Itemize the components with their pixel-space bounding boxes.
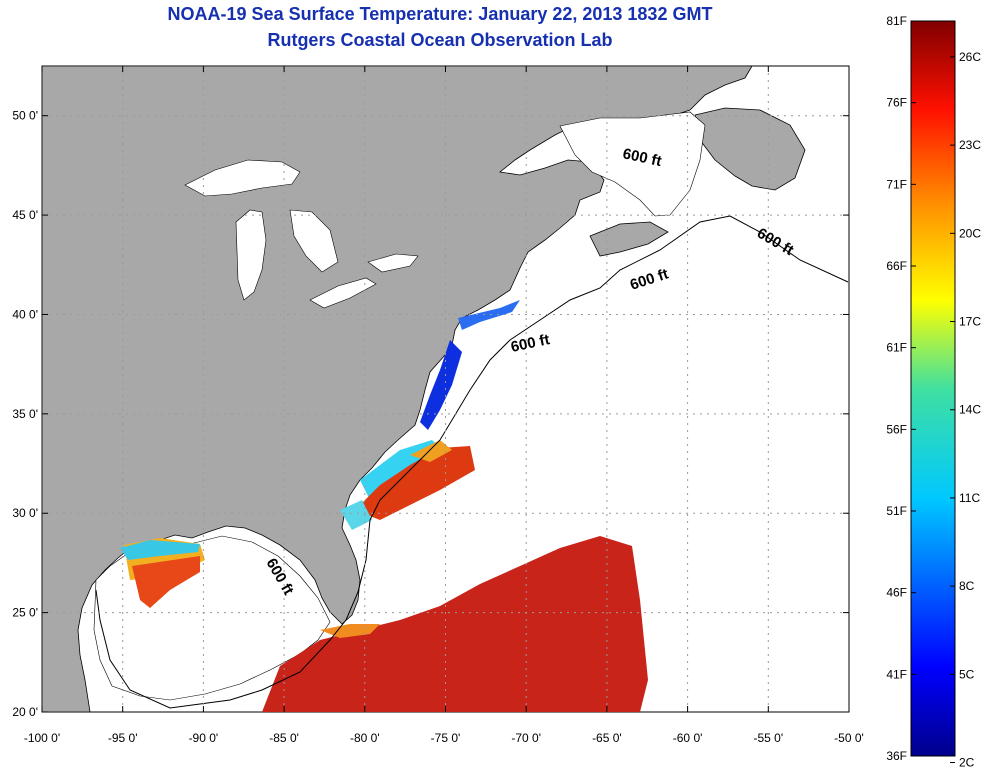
colorbar-c-label: 17C bbox=[959, 315, 981, 329]
lake-superior bbox=[184, 159, 301, 197]
x-tick-label: -65 0' bbox=[592, 731, 622, 745]
colorbar-c-label: 2C bbox=[959, 756, 975, 770]
colorbar-fahrenheit-labels: 81F 76F 71F 66F 61F 56F 51F 46F 41F 36F bbox=[886, 14, 916, 763]
y-tick-label: 40 0' bbox=[12, 307, 38, 321]
sst-caribbean bbox=[262, 536, 648, 712]
y-tick-label: 25 0' bbox=[12, 606, 38, 620]
colorbar-f-label: 46F bbox=[886, 586, 907, 600]
colorbar-c-label: 11C bbox=[959, 491, 980, 505]
x-tick-label: -80 0' bbox=[350, 731, 380, 745]
colorbar-f-label: 66F bbox=[886, 259, 907, 273]
y-tick-label: 35 0' bbox=[12, 407, 38, 421]
sst-data bbox=[120, 300, 648, 712]
isobath-600ft-line bbox=[95, 215, 849, 709]
map-grid bbox=[42, 66, 849, 712]
colorbar-f-label: 81F bbox=[886, 14, 907, 28]
x-tick-label: -90 0' bbox=[189, 731, 219, 745]
lake-ontario bbox=[367, 253, 419, 273]
colorbar-f-label: 41F bbox=[886, 667, 907, 681]
x-tick-label: -55 0' bbox=[753, 731, 783, 745]
colorbar-c-label: 5C bbox=[959, 667, 975, 681]
sst-gulf-south bbox=[132, 556, 200, 608]
colorbar-f-label: 71F bbox=[886, 177, 907, 191]
colorbar-c-label: 23C bbox=[959, 138, 981, 152]
sst-gulfstream-north bbox=[410, 440, 452, 462]
colorbar-celsius-labels: 26C 23C 20C 17C 14C 11C 8C 5C 2C bbox=[950, 50, 981, 770]
colorbar-c-label: 20C bbox=[959, 226, 981, 240]
y-tick-label: 30 0' bbox=[12, 506, 38, 520]
colorbar-c-label: 26C bbox=[959, 50, 981, 64]
y-tick-label: 20 0' bbox=[12, 705, 38, 719]
sst-gulf-coast-cool bbox=[120, 540, 200, 560]
map-subtitle: Rutgers Coastal Ocean Observation Lab bbox=[267, 30, 613, 50]
x-tick-label: -85 0' bbox=[269, 731, 299, 745]
x-tick-label: -75 0' bbox=[431, 731, 461, 745]
lake-michigan bbox=[235, 209, 267, 301]
colorbar-f-label: 61F bbox=[886, 341, 907, 355]
y-tick-label: 45 0' bbox=[12, 208, 38, 222]
colorbar-c-label: 14C bbox=[959, 403, 981, 417]
x-tick-label: -50 0' bbox=[834, 731, 864, 745]
newfoundland-land bbox=[694, 107, 806, 191]
colorbar bbox=[910, 20, 956, 757]
colorbar-f-label: 36F bbox=[886, 749, 907, 763]
lake-erie bbox=[309, 277, 377, 309]
colorbar-f-label: 51F bbox=[886, 504, 907, 518]
x-tick-label: -95 0' bbox=[108, 731, 138, 745]
colorbar-f-label: 76F bbox=[886, 96, 907, 110]
sst-gulfstream bbox=[355, 446, 475, 520]
sst-ne-coast bbox=[458, 300, 520, 330]
map-title: NOAA-19 Sea Surface Temperature: January… bbox=[167, 4, 713, 24]
y-tick-label: 50 0' bbox=[12, 109, 38, 123]
nova-scotia-land bbox=[589, 221, 669, 257]
x-tick-label: -60 0' bbox=[673, 731, 703, 745]
sst-ga-coast bbox=[340, 500, 372, 530]
y-axis: 20 0' 25 0' 30 0' 35 0' 40 0' 45 0' 50 0' bbox=[12, 109, 849, 719]
x-axis: -100 0' -95 0' -90 0' -85 0' -80 0' -75 0' -70… bbox=[24, 66, 864, 745]
colorbar-f-label: 56F bbox=[886, 422, 907, 436]
x-tick-label: -70 0' bbox=[511, 731, 541, 745]
colorbar-c-label: 8C bbox=[959, 579, 975, 593]
x-tick-label: -100 0' bbox=[24, 731, 60, 745]
gulf-of-st-lawrence bbox=[559, 111, 706, 217]
sst-chesapeake bbox=[420, 340, 462, 430]
